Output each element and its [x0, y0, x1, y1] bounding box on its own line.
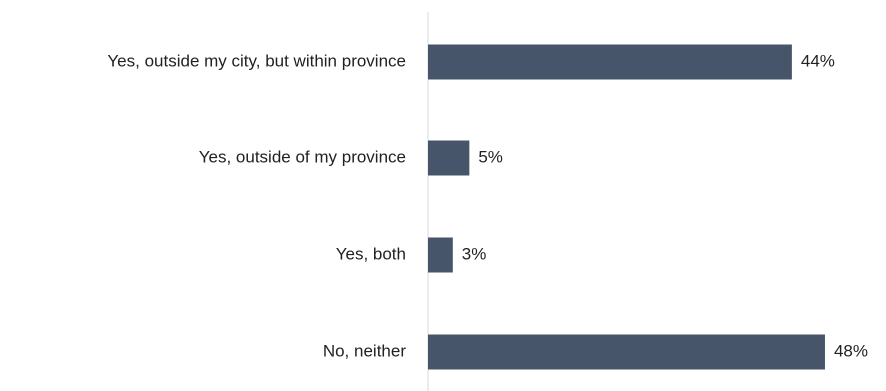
bars [428, 44, 825, 370]
category-label: Yes, both [336, 244, 406, 263]
bar [428, 237, 453, 273]
value-label: 5% [478, 147, 503, 166]
value-label: 48% [834, 341, 868, 360]
category-labels: Yes, outside my city, but within provinc… [107, 51, 406, 360]
value-label: 3% [462, 244, 487, 263]
bar [428, 140, 470, 176]
category-label: Yes, outside of my province [199, 147, 406, 166]
bar [428, 44, 792, 80]
value-labels: 44% 5% 3% 48% [462, 51, 868, 360]
bar [428, 334, 825, 370]
category-label: No, neither [323, 341, 406, 360]
category-label: Yes, outside my city, but within provinc… [107, 51, 406, 70]
value-label: 44% [801, 51, 835, 70]
